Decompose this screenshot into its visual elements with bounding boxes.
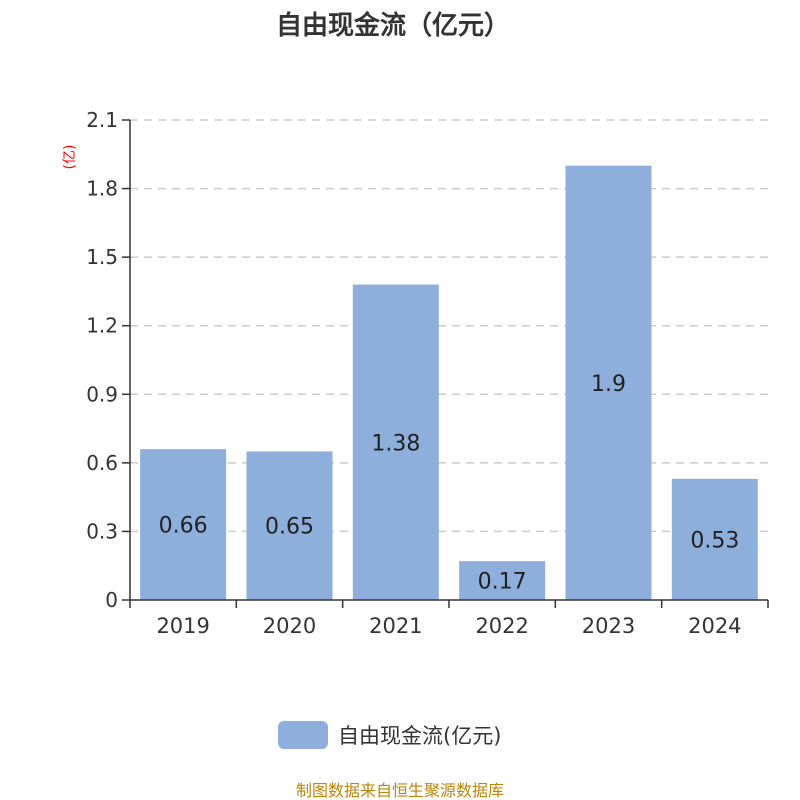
- legend-label: 自由现金流(亿元): [338, 724, 501, 748]
- legend[interactable]: 自由现金流(亿元): [278, 721, 501, 749]
- x-tick-label: 2019: [156, 614, 209, 638]
- data-label-2021: 1.38: [371, 431, 420, 456]
- y-tick-label: 2.1: [86, 108, 118, 132]
- y-tick-label: 0.3: [86, 519, 118, 543]
- bar-2022[interactable]: [459, 561, 546, 600]
- y-tick-labels: 0 0.3 0.6 0.9 1.2 1.5 1.8 2.1: [86, 108, 118, 612]
- chart-title: 自由现金流（亿元）: [276, 10, 510, 41]
- x-tick-label: 2024: [688, 614, 741, 638]
- data-labels: 0.66 0.65 1.38 0.17 1.9 0.53: [159, 372, 740, 595]
- source-note: 制图数据来自恒生聚源数据库: [296, 781, 504, 800]
- data-label-2020: 0.65: [265, 515, 314, 540]
- data-label-2024: 0.53: [690, 528, 739, 553]
- bar-2023[interactable]: [565, 165, 652, 600]
- y-tick-label: 0.6: [86, 451, 118, 475]
- x-tick-label: 2020: [263, 614, 316, 638]
- bar-2024[interactable]: [671, 478, 758, 600]
- y-tick-label: 1.5: [86, 245, 118, 269]
- bar-2020[interactable]: [246, 451, 333, 600]
- bars: [140, 165, 758, 600]
- y-tick-label: 0: [105, 588, 118, 612]
- legend-swatch: [278, 721, 328, 749]
- bar-2019[interactable]: [140, 449, 227, 600]
- y-tick-label: 1.2: [86, 314, 118, 338]
- x-tick-label: 2022: [475, 614, 528, 638]
- y-tick-label: 0.9: [86, 382, 118, 406]
- x-tick-label: 2023: [582, 614, 635, 638]
- data-label-2022: 0.17: [478, 570, 527, 595]
- y-tick-label: 1.8: [86, 177, 118, 201]
- data-label-2019: 0.66: [159, 514, 208, 539]
- axes: [122, 119, 769, 608]
- x-tick-label: 2021: [369, 614, 422, 638]
- data-label-2023: 1.9: [591, 372, 626, 397]
- bar-2021[interactable]: [352, 284, 439, 600]
- y-axis-label: (亿): [62, 145, 78, 170]
- x-tick-labels: 2019 2020 2021 2022 2023 2024: [156, 614, 741, 638]
